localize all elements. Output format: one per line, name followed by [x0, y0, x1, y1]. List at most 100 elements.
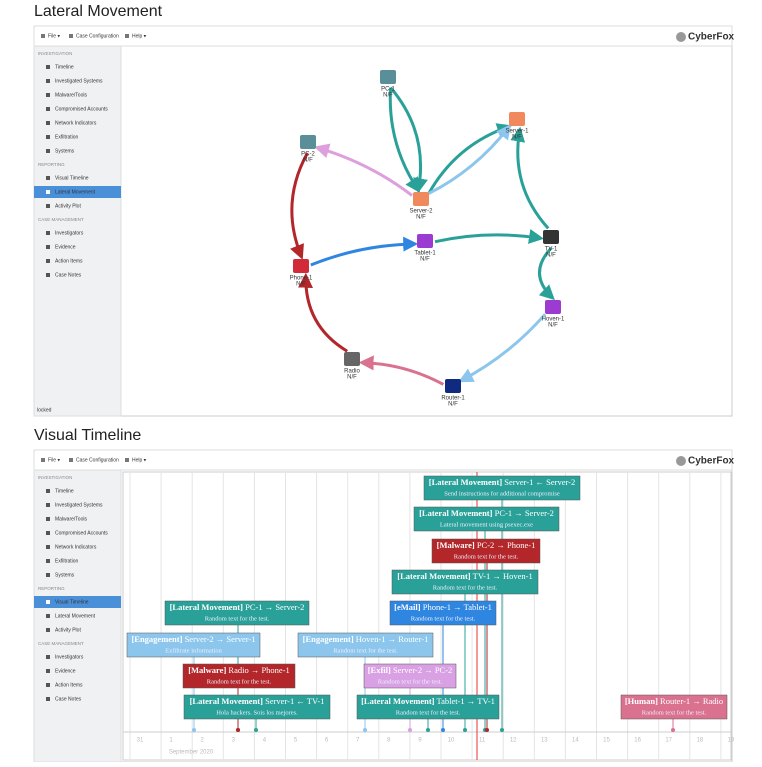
month-label: September 2020	[169, 750, 214, 756]
event-box[interactable]	[389, 600, 497, 626]
node-label: Hoven-1	[542, 317, 565, 323]
node-status: N/F	[548, 323, 558, 329]
menu-item[interactable]: Help ▾	[132, 457, 147, 463]
sidebar-item[interactable]: Investigators	[55, 654, 84, 660]
node-icon[interactable]	[413, 192, 429, 206]
event-box[interactable]	[620, 694, 728, 720]
sidebar-item[interactable]: Visual Timeline	[55, 599, 89, 605]
sidebar-item[interactable]: Network Indicators	[55, 120, 97, 126]
sidebar-item[interactable]: Evidence	[55, 668, 76, 674]
item-icon	[46, 231, 50, 235]
sidebar-item[interactable]: Exfiltration	[55, 558, 79, 564]
sidebar-item[interactable]: Timeline	[55, 64, 74, 70]
active-item	[34, 596, 121, 608]
node-icon[interactable]	[445, 379, 461, 393]
event-category: [Human]	[625, 696, 658, 706]
event-dot	[500, 728, 504, 732]
event-box[interactable]	[126, 632, 261, 658]
menu-item[interactable]: Help ▾	[132, 33, 147, 39]
sidebar-item[interactable]: Systems	[55, 148, 75, 154]
node-icon[interactable]	[300, 135, 316, 149]
node-label: Phone-1	[290, 276, 313, 282]
sidebar-item[interactable]: Exfiltration	[55, 134, 79, 140]
sidebar-item[interactable]: Investigators	[55, 230, 84, 236]
sidebar-item[interactable]: Evidence	[55, 244, 76, 250]
tick-label: 12	[510, 738, 517, 744]
node-status: N/F	[383, 93, 393, 99]
sidebar-item[interactable]: Lateral Movement	[55, 189, 96, 195]
sidebar-item[interactable]: Timeline	[55, 488, 74, 494]
edge	[358, 355, 445, 386]
event-text: Random text for the test.	[207, 678, 272, 685]
node-icon[interactable]	[417, 234, 433, 248]
menu-item[interactable]: Case Configuration	[76, 33, 119, 39]
event-box[interactable]	[183, 694, 331, 720]
sidebar-item[interactable]: Network Indicators	[55, 544, 97, 550]
node-icon[interactable]	[543, 230, 559, 244]
item-icon	[46, 79, 50, 83]
node-icon[interactable]	[509, 112, 525, 126]
event-box[interactable]	[431, 538, 541, 564]
event-category: [Malware]	[188, 665, 226, 675]
sidebar-item[interactable]: Case Notes	[55, 272, 82, 278]
event-box[interactable]	[356, 694, 500, 720]
sidebar-item[interactable]: Investigated Systems	[55, 502, 103, 508]
node-icon[interactable]	[344, 352, 360, 366]
event-dot	[408, 728, 412, 732]
menu-icon	[69, 34, 73, 38]
event-route: Hoven-1 → Router-1	[356, 634, 429, 644]
node-label: Tablet-1	[414, 251, 436, 257]
menu-item[interactable]: File ▾	[48, 457, 60, 463]
event-box[interactable]	[297, 632, 434, 658]
sidebar-item[interactable]: Case Notes	[55, 696, 82, 702]
event-box[interactable]	[182, 663, 296, 689]
sidebar-item[interactable]: Action Items	[55, 682, 83, 688]
heading: Visual Timeline	[34, 427, 141, 444]
item-icon	[46, 135, 50, 139]
tick-label: 3	[232, 738, 236, 744]
node-status: N/F	[347, 375, 357, 381]
item-icon	[46, 149, 50, 153]
event-category: [Exfil]	[368, 665, 391, 675]
edge	[538, 246, 555, 301]
event-box[interactable]	[413, 506, 560, 532]
sidebar-item[interactable]: Activity Plot	[55, 627, 81, 633]
logo: CyberFox	[688, 456, 735, 467]
sidebar-item[interactable]: Compromised Accounts	[55, 106, 108, 112]
sidebar-item[interactable]: Visual Timeline	[55, 175, 89, 181]
event-box[interactable]	[363, 663, 457, 689]
node-label: TV-1	[545, 247, 558, 253]
event-dot	[426, 728, 430, 732]
event-category: [Engagement]	[131, 634, 182, 644]
menu-item[interactable]: Case Configuration	[76, 457, 119, 463]
event-box[interactable]	[423, 475, 581, 501]
event-route: Server-1 ← TV-1	[265, 696, 324, 706]
sidebar-item[interactable]: Action Items	[55, 258, 83, 264]
sidebar-item[interactable]: Investigated Systems	[55, 78, 103, 84]
sidebar-item[interactable]: Compromised Accounts	[55, 530, 108, 536]
event-category: [Lateral Movement]	[429, 477, 503, 487]
sidebar-item[interactable]: Systems	[55, 572, 75, 578]
event-category: [Malware]	[437, 540, 475, 550]
node-icon[interactable]	[380, 70, 396, 84]
event-text: Lateral movement using psexec.exe	[440, 521, 533, 528]
node-label: Router-1	[441, 396, 465, 402]
event-box[interactable]	[391, 569, 539, 595]
sidebar-item[interactable]: Malware/Tools	[55, 92, 87, 98]
edge	[310, 236, 419, 267]
item-icon	[46, 503, 50, 507]
item-icon	[46, 93, 50, 97]
tick-label: 7	[356, 738, 360, 744]
node-icon[interactable]	[545, 300, 561, 314]
sidebar-section: INVESTIGATION	[38, 51, 72, 56]
edge	[434, 229, 544, 244]
event-box[interactable]	[164, 600, 310, 626]
top-bar	[33, 25, 733, 47]
menu-item[interactable]: File ▾	[48, 33, 60, 39]
sidebar-item[interactable]: Lateral Movement	[55, 613, 96, 619]
node-icon[interactable]	[293, 259, 309, 273]
sidebar-item[interactable]: Malware/Tools	[55, 516, 87, 522]
item-icon	[46, 600, 50, 604]
sidebar-item[interactable]: Activity Plot	[55, 203, 81, 209]
